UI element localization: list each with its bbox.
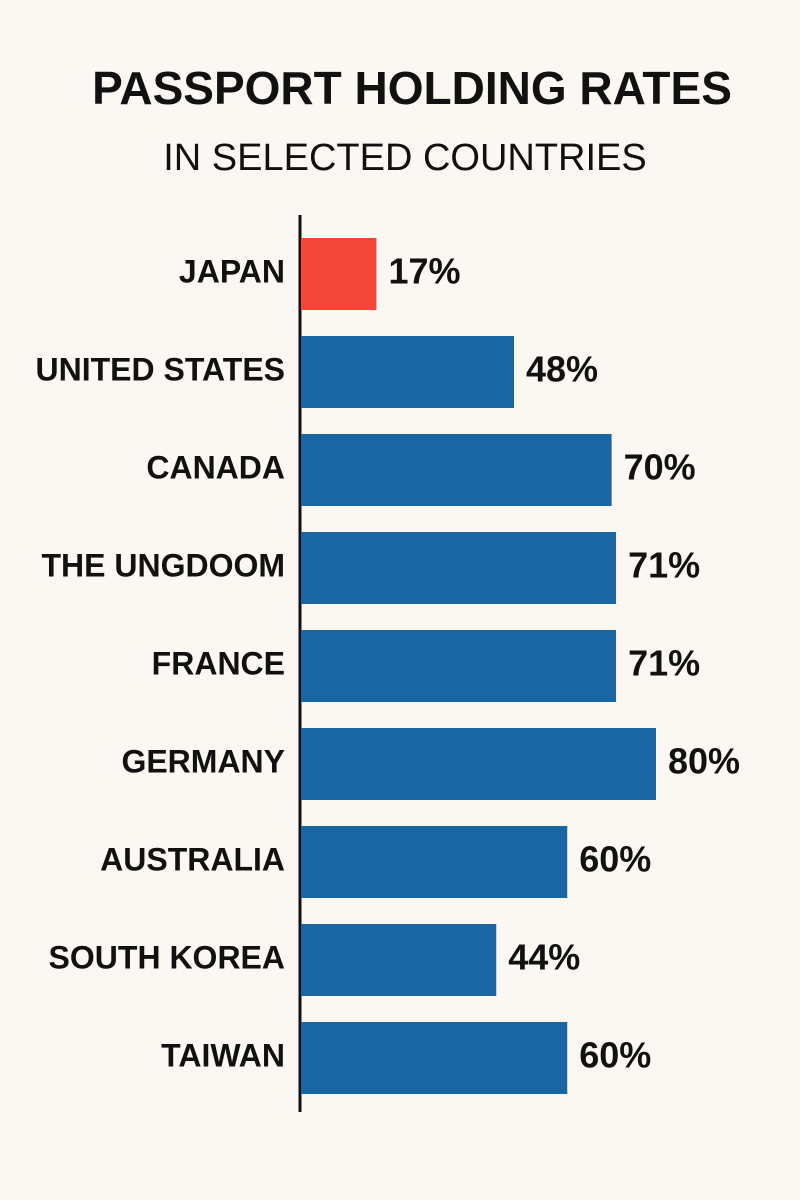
category-label: UNITED STATES [36,351,285,387]
value-label: 60% [579,839,651,880]
bar [301,728,656,800]
bar [301,532,617,604]
category-label: GERMANY [121,743,285,779]
category-label: SOUTH KOREA [49,939,285,975]
value-label: 17% [388,251,460,292]
value-label: 80% [668,741,740,782]
value-label: 60% [579,1035,651,1076]
value-label: 70% [624,447,696,488]
category-label: THE UNGDOOM [41,547,285,583]
bar [301,924,497,996]
bar [301,630,617,702]
category-label: TAIWAN [161,1037,285,1073]
category-label: JAPAN [179,253,285,289]
chart-subtitle: IN SELECTED COUNTRIES [163,137,647,179]
category-label: FRANCE [152,645,285,681]
category-label: AUSTRALIA [100,841,285,877]
value-label: 71% [628,643,700,684]
value-label: 48% [526,349,598,390]
category-label: CANADA [146,449,285,485]
value-label: 44% [508,937,580,978]
bar [301,434,612,506]
bar [301,238,377,310]
bar [301,336,514,408]
chart-title: PASSPORT HOLDING RATES [92,62,732,114]
bar [301,1022,568,1094]
value-label: 71% [628,545,700,586]
bar [301,826,568,898]
